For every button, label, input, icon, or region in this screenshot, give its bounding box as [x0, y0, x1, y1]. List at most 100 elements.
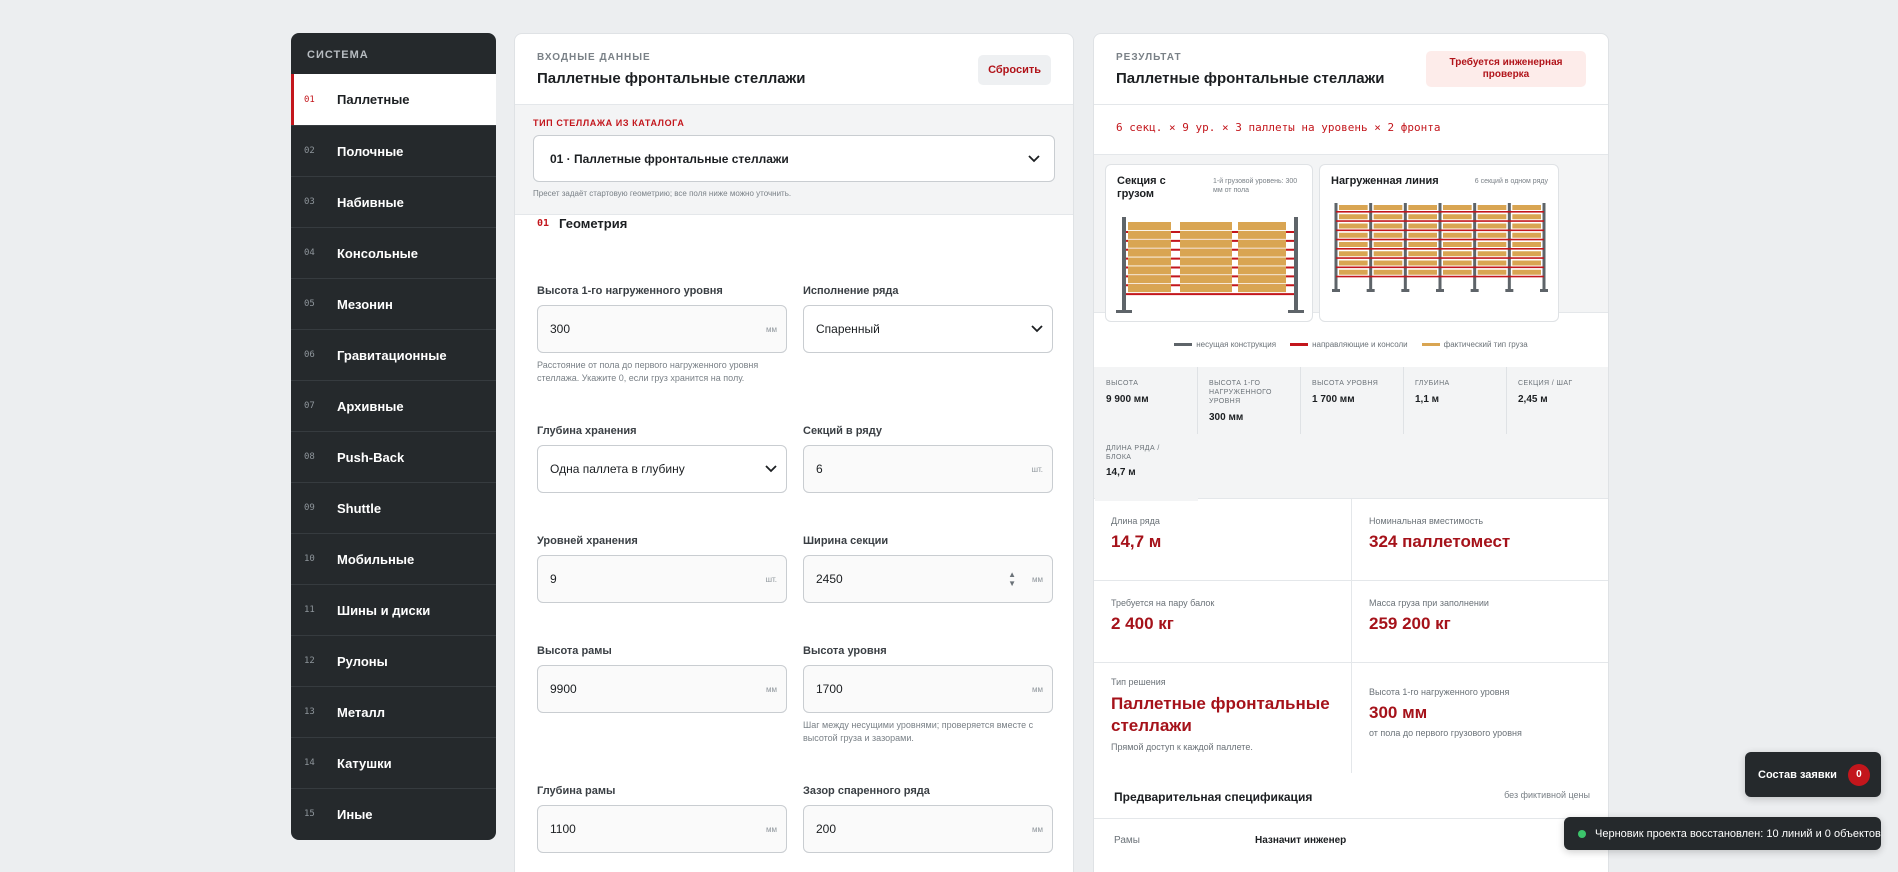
number-stepper[interactable]: ▲ ▼	[1008, 569, 1016, 588]
draft-restored-toast: Черновик проекта восстановлен: 10 линий …	[1564, 817, 1881, 850]
pallet-load	[1339, 269, 1368, 275]
sidebar-item-rolls[interactable]: 12 Рулоны	[291, 635, 496, 686]
level-height-input[interactable]: 1700 мм	[803, 665, 1053, 713]
order-summary-button[interactable]: Состав заявки 0	[1745, 752, 1881, 797]
sidebar-item-shelf[interactable]: 02 Полочные	[291, 125, 496, 176]
field-unit: мм	[1032, 684, 1043, 694]
pallet-load	[1180, 248, 1232, 257]
base-plate	[1116, 310, 1132, 313]
pallet-load	[1477, 223, 1507, 229]
item-number: 01	[304, 94, 315, 105]
sidebar-title: СИСТЕМА	[307, 49, 369, 61]
sidebar-item-shuttle[interactable]: 09 Shuttle	[291, 482, 496, 533]
base-plate	[1540, 289, 1548, 292]
result-title: Паллетные фронтальные стеллажи	[1116, 70, 1385, 87]
sidebar-item-push-back[interactable]: 08 Push-Back	[291, 431, 496, 482]
field-unit: шт.	[765, 574, 777, 584]
sidebar-item-pallet[interactable]: 01 Паллетные	[291, 74, 496, 125]
upright	[1542, 203, 1546, 289]
frame-height-input[interactable]: 9900 мм	[537, 665, 787, 713]
pallet-load	[1443, 269, 1472, 275]
beam	[1126, 293, 1294, 296]
field-unit: шт.	[1031, 464, 1043, 474]
double-row-gap-input[interactable]: 200 мм	[803, 805, 1053, 853]
stepper-up-icon[interactable]: ▲	[1008, 569, 1016, 579]
first-level-height-field: Высота 1-го нагруженного уровня 300 мм Р…	[537, 285, 787, 385]
beam	[1336, 248, 1544, 250]
field-label: Зазор спаренного ряда	[803, 785, 930, 797]
stat-label: ВЫСОТА УРОВНЯ	[1312, 380, 1379, 387]
pallet-load	[1238, 222, 1286, 230]
stat-label: ДЛИНА РЯДА / БЛОКА	[1106, 445, 1160, 461]
item-label: Паллетные	[337, 92, 410, 107]
engineering-check-badge: Требуется инженерная проверка	[1426, 51, 1586, 87]
field-label: Высота уровня	[803, 645, 887, 657]
metric-label: Тип решения	[1111, 677, 1166, 687]
reset-button[interactable]: Сбросить	[978, 55, 1051, 85]
pallet-load	[1339, 232, 1368, 238]
legend-label: фактический тип груза	[1443, 340, 1528, 349]
stat-depth: ГЛУБИНА 1,1 м	[1404, 367, 1507, 434]
row-type-field: Исполнение ряда Спаренный	[803, 285, 1053, 353]
base-plate	[1470, 289, 1479, 292]
storage-depth-select[interactable]: Одна паллета в глубину	[537, 445, 787, 493]
input-kicker: ВХОДНЫЕ ДАННЫЕ	[537, 52, 651, 63]
pallet-load	[1373, 232, 1403, 238]
sidebar-item-metal[interactable]: 13 Металл	[291, 686, 496, 737]
pallet-load	[1373, 214, 1403, 220]
frame-depth-field: Глубина рамы 1100 мм	[537, 785, 787, 853]
sidebar-item-mobile[interactable]: 10 Мобильные	[291, 533, 496, 584]
storage-levels-input[interactable]: 9 шт.	[537, 555, 787, 603]
metric-value: 324 паллетомест	[1369, 532, 1511, 551]
sidebar-item-archive[interactable]: 07 Архивные	[291, 380, 496, 431]
sidebar-item-other[interactable]: 15 Иные	[291, 788, 496, 839]
sidebar-item-cantilever[interactable]: 04 Консольные	[291, 227, 496, 278]
section-with-load-card: Секция с грузом 1-й грузовой уровень: 30…	[1105, 164, 1313, 322]
beam	[1336, 257, 1544, 259]
catalog-selected-value: 01 · Паллетные фронтальные стеллажи	[550, 151, 789, 166]
level-height-field: Высота уровня 1700 мм Шаг между несущими…	[803, 645, 1053, 745]
section-drawing	[1116, 217, 1304, 313]
metric-first-level: Высота 1-го нагруженного уровня 300 мм о…	[1352, 663, 1608, 773]
sidebar-item-coils[interactable]: 14 Катушки	[291, 737, 496, 788]
pallet-load	[1339, 214, 1368, 220]
item-number: 12	[304, 656, 315, 666]
cart-label: Состав заявки	[1758, 768, 1837, 781]
sidebar-item-tires[interactable]: 11 Шины и диски	[291, 584, 496, 635]
cart-count-badge: 0	[1847, 763, 1870, 786]
item-number: 07	[304, 401, 315, 411]
sections-in-row-input[interactable]: 6 шт.	[803, 445, 1053, 493]
field-label: Высота 1-го нагруженного уровня	[537, 285, 723, 297]
pallet-load	[1408, 214, 1437, 220]
stat-label: ВЫСОТА	[1106, 380, 1139, 387]
sidebar-item-gravity[interactable]: 06 Гравитационные	[291, 329, 496, 380]
stepper-down-icon[interactable]: ▼	[1008, 578, 1016, 588]
sidebar-item-drive-in[interactable]: 03 Набивные	[291, 176, 496, 227]
pallet-load	[1180, 222, 1232, 230]
pallet-load	[1128, 222, 1171, 230]
frame-depth-input[interactable]: 1100 мм	[537, 805, 787, 853]
field-hint: Шаг между несущими уровнями; проверяется…	[803, 720, 1034, 743]
spec-row: Рамы Назначит инженер	[1094, 819, 1608, 869]
sidebar-item-mezzanine[interactable]: 05 Мезонин	[291, 278, 496, 329]
pallet-load	[1408, 269, 1437, 275]
catalog-select[interactable]: 01 · Паллетные фронтальные стеллажи	[533, 135, 1055, 182]
section-width-input[interactable]: 2450 ▲ ▼ мм	[803, 555, 1053, 603]
specification-header: Предварительная спецификация без фиктивн…	[1094, 773, 1608, 819]
field-value: 2450	[816, 572, 843, 586]
section-title: Геометрия	[559, 216, 628, 231]
pallet-load	[1512, 205, 1541, 210]
input-panel-header: ВХОДНЫЕ ДАННЫЕ Паллетные фронтальные сте…	[515, 34, 1073, 105]
item-number: 13	[304, 707, 315, 717]
pallet-load	[1180, 230, 1232, 239]
pallet-load	[1339, 251, 1368, 257]
upright	[1473, 203, 1477, 289]
upright	[1369, 203, 1373, 289]
configuration-summary: 6 секц. × 9 ур. × 3 паллеты на уровень ×…	[1094, 105, 1608, 155]
row-type-select[interactable]: Спаренный	[803, 305, 1053, 353]
field-value: 6	[816, 462, 823, 476]
item-number: 15	[304, 809, 315, 819]
item-number: 10	[304, 554, 315, 564]
pallet-load	[1512, 269, 1541, 275]
first-level-height-input[interactable]: 300 мм	[537, 305, 787, 353]
